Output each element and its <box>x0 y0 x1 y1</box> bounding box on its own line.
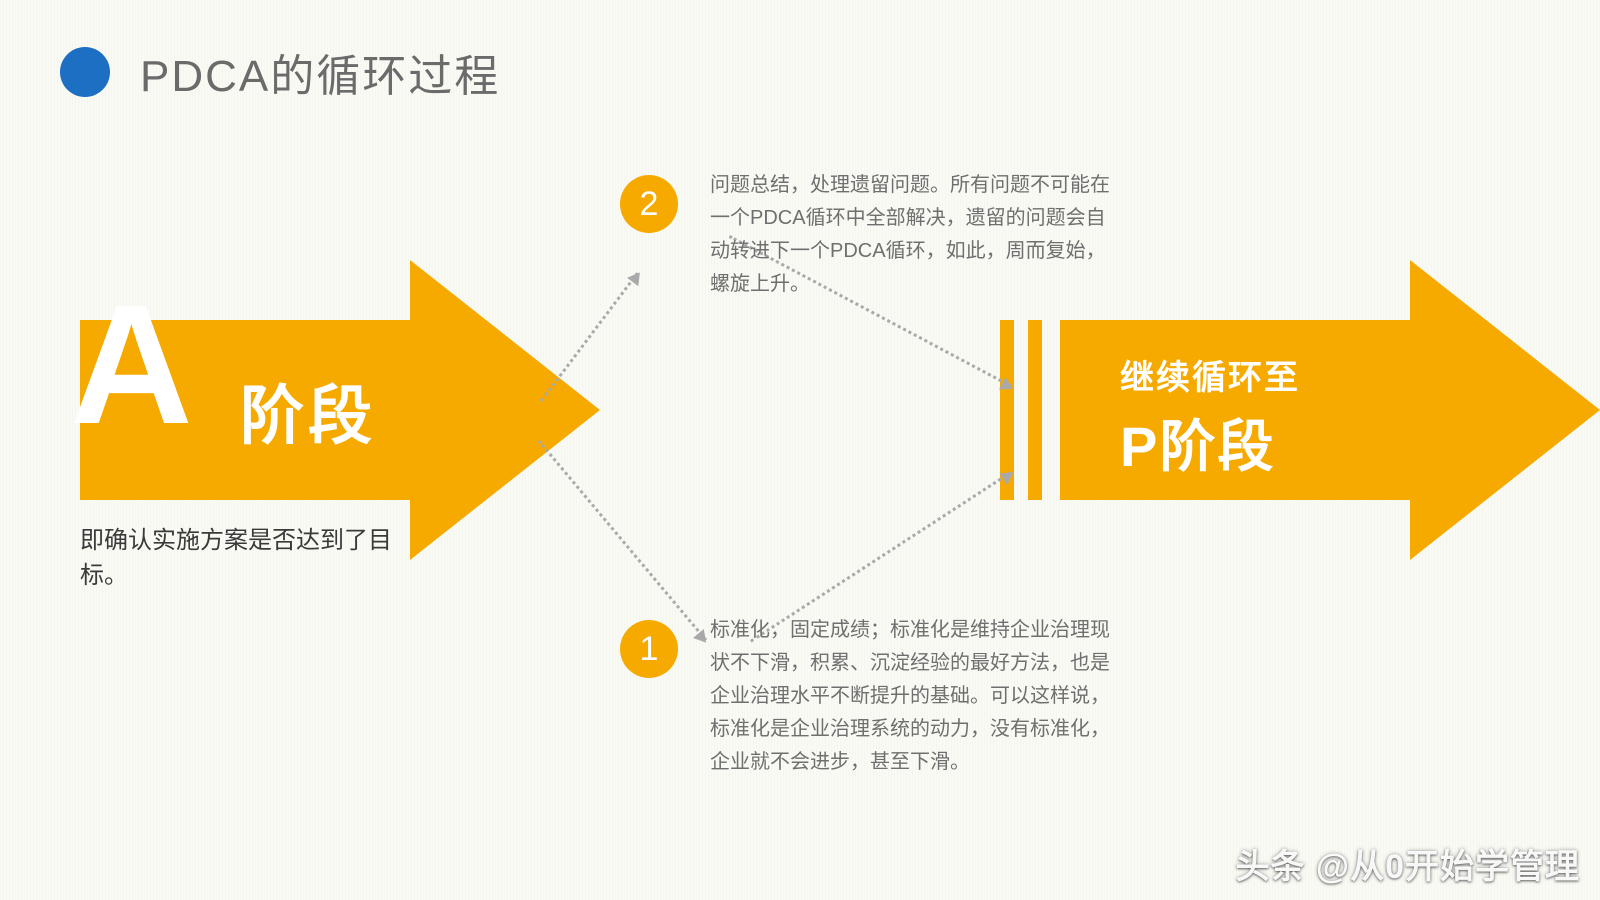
point-1-text: 标准化，固定成绩；标准化是维持企业治理现状不下滑，积累、沉淀经验的最好方法，也是… <box>710 614 1120 779</box>
left-arrow-subtitle: 即确认实施方案是否达到了目标。 <box>80 520 410 590</box>
watermark-text: 头条 @从0开始学管理 <box>1235 839 1580 888</box>
left-arrow: A 阶段 即确认实施方案是否达到了目标。 <box>80 320 410 500</box>
right-arrow-stripe-icon <box>1028 320 1042 500</box>
left-arrow-label: 阶段 <box>240 365 376 457</box>
point-1-badge: 1 <box>620 620 678 678</box>
right-arrow-head-icon <box>1410 260 1600 560</box>
diagram-stage: A 阶段 即确认实施方案是否达到了目标。 继续循环至 P阶段 2 问题总结，处理… <box>0 0 1600 900</box>
right-arrow-line1: 继续循环至 <box>1120 350 1300 399</box>
right-arrow-line2: P阶段 <box>1120 402 1275 483</box>
left-arrow-head-icon <box>410 260 600 560</box>
point-2-badge: 2 <box>620 175 678 233</box>
left-arrow-letter: A <box>70 280 193 450</box>
point-2-text: 问题总结，处理遗留问题。所有问题不可能在一个PDCA循环中全部解决，遗留的问题会… <box>710 169 1120 301</box>
